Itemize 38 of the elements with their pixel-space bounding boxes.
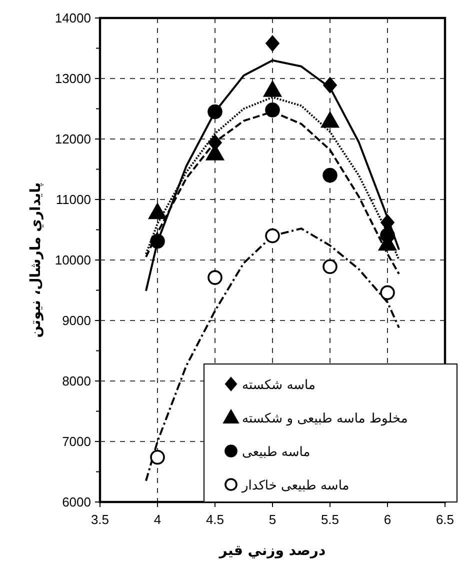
point	[148, 203, 166, 220]
y-tick-label: 7000	[62, 434, 91, 449]
x-tick-label: 4	[154, 512, 162, 527]
x-tick-label: 4.5	[206, 512, 224, 527]
point	[208, 104, 222, 120]
y-tick-label: 14000	[54, 10, 91, 26]
x-tick-label: 5.5	[320, 512, 340, 527]
y-tick-label: 8000	[62, 374, 91, 388]
point	[380, 285, 395, 300]
legend-label: ماسه شکسته	[242, 378, 316, 393]
legend-label: مخلوط ماسه طبیعی و شکسته	[242, 412, 408, 426]
point	[150, 450, 165, 465]
point	[323, 77, 337, 94]
point	[380, 214, 394, 230]
y-tick-label: 9000	[62, 313, 91, 328]
y-axis-title: پايداري مارشال، نيوتن	[28, 182, 44, 338]
y-tick-label: 12000	[54, 132, 91, 146]
point	[322, 168, 338, 183]
y-tick-label: 11000	[56, 192, 91, 207]
legend-label: ماسه طبیعی خاکدار	[241, 478, 350, 494]
y-tick-label: 6000	[62, 494, 91, 510]
point	[266, 36, 280, 52]
point	[208, 270, 222, 285]
x-tick-label: 6.5	[436, 512, 454, 527]
point	[322, 259, 338, 274]
x-tick-label: 5	[268, 512, 276, 527]
point	[265, 228, 280, 244]
y-tick-label: 10000	[54, 252, 91, 268]
legend-label: ماسه طبیعی	[242, 445, 310, 460]
point	[150, 234, 165, 249]
x-tick-label: 3.5	[90, 512, 110, 527]
y-tick-label: 13000	[54, 71, 91, 86]
x-axis-title: درصد وزني قير	[218, 543, 326, 559]
point	[380, 228, 395, 243]
point	[321, 112, 339, 128]
point	[265, 102, 280, 118]
x-tick-label: 6	[384, 512, 392, 527]
point	[264, 81, 282, 97]
